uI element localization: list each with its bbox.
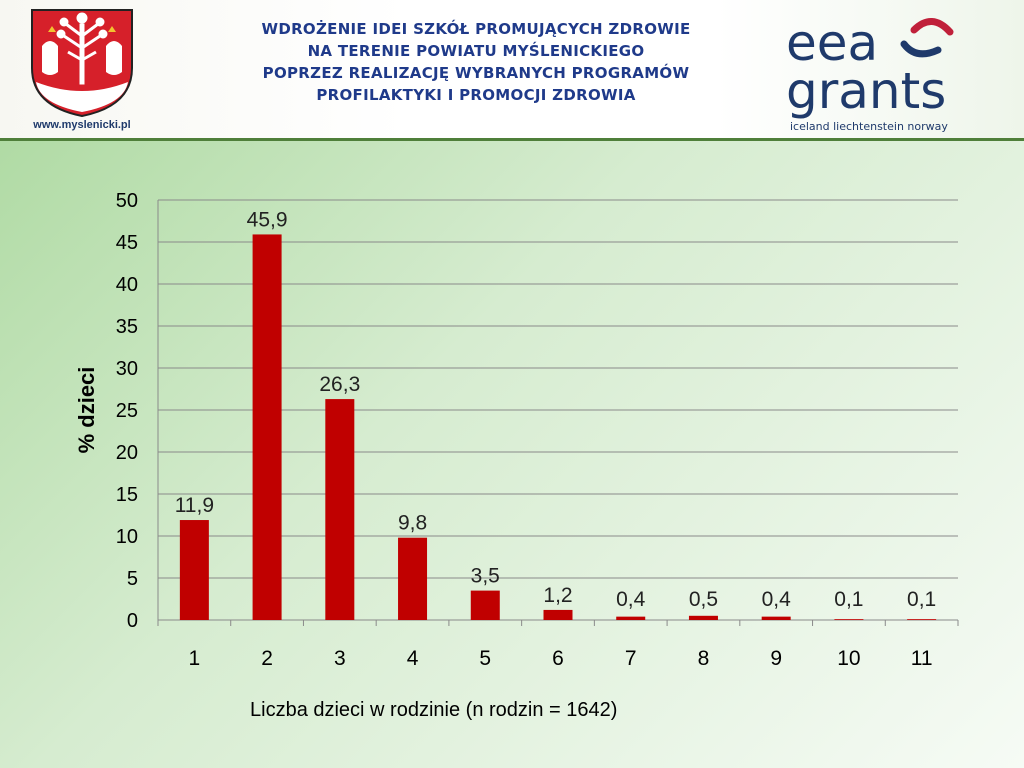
value-label: 45,9 (247, 208, 288, 231)
logo-arc-blue (900, 40, 942, 58)
logo-arc-red (910, 18, 954, 36)
header: www.myslenicki.pl WDROŻENIE IDEI SZKÓŁ P… (0, 0, 1024, 141)
y-tick-label: 30 (116, 358, 138, 380)
y-tick-label: 40 (116, 274, 138, 296)
gridlines (157, 199, 959, 626)
y-tick-label: 45 (116, 232, 138, 254)
y-tick-label: 15 (116, 484, 138, 506)
x-tick-label: 5 (479, 647, 491, 670)
bar-6 (543, 609, 573, 620)
value-label: 0,1 (907, 588, 936, 611)
x-tick-label: 10 (837, 647, 860, 670)
y-tick-label: 50 (116, 190, 138, 212)
bar-10 (834, 619, 864, 620)
bar-1 (179, 520, 209, 620)
y-axis-label: % dzieci (74, 367, 99, 454)
bar-3 (325, 399, 355, 620)
bar-4 (398, 537, 428, 620)
value-label: 26,3 (319, 373, 360, 396)
x-tick-label: 2 (261, 647, 273, 670)
y-tick-label: 0 (127, 610, 138, 632)
value-label: 0,5 (689, 588, 718, 611)
y-tick-label: 25 (116, 400, 138, 422)
value-labels: 11,9 45,9 26,3 9,8 3,5 1,2 0,4 0,5 0,4 0,1 0,1 (175, 208, 937, 611)
y-tick-label: 5 (127, 568, 138, 590)
value-label: 1,2 (543, 584, 572, 607)
x-tick-label: 7 (625, 647, 637, 670)
bar-7 (616, 616, 646, 620)
title-line: POPRZEZ REALIZACJĘ WYBRANYCH PROGRAMÓW (262, 64, 690, 82)
y-tick-label: 35 (116, 316, 138, 338)
x-tick-label: 11 (911, 647, 933, 670)
x-tick-label: 1 (189, 647, 201, 670)
title-line: PROFILAKTYKI I PROMOCJI ZDROWIA (316, 86, 636, 104)
x-tick-label: 8 (698, 647, 710, 670)
value-label: 11,9 (175, 494, 214, 517)
x-axis-label: Liczba dzieci w rodzinie (n rodzin = 164… (250, 699, 618, 721)
y-tick-label: 10 (116, 526, 138, 548)
value-label: 3,5 (471, 565, 500, 588)
value-label: 9,8 (398, 512, 427, 535)
value-label: 0,4 (616, 588, 646, 611)
bar-8 (688, 615, 718, 620)
grants-logo-text: grants (786, 62, 946, 120)
eea-grants-logo: eea grants (786, 14, 954, 120)
eea-logo-text: eea (786, 14, 878, 72)
x-tick-label: 9 (770, 647, 782, 670)
value-label: 0,1 (834, 588, 863, 611)
title-line: WDROŻENIE IDEI SZKÓŁ PROMUJĄCYCH ZDROWIE (261, 20, 691, 38)
bar-5 (470, 590, 500, 620)
bars (179, 234, 937, 620)
bar-11 (907, 619, 937, 620)
site-url[interactable]: www.myslenicki.pl (33, 119, 131, 131)
x-tick-label: 6 (552, 647, 564, 670)
x-tick-label: 3 (334, 647, 346, 670)
eea-countries-text: iceland liechtenstein norway (790, 120, 948, 133)
bar-2 (252, 234, 282, 620)
x-tick-labels: 1 2 3 4 5 6 7 8 9 10 11 (189, 647, 933, 670)
bar-9 (761, 616, 791, 620)
page-title: WDROŻENIE IDEI SZKÓŁ PROMUJĄCYCH ZDROWIE… (170, 18, 782, 106)
y-tick-label: 20 (116, 442, 138, 464)
title-line: NA TERENIE POWIATU MYŚLENICKIEGO (307, 42, 645, 60)
coat-of-arms-icon (31, 9, 133, 118)
y-tick-labels: 0 5 10 15 20 25 30 35 40 45 50 (116, 190, 138, 632)
value-label: 0,4 (762, 588, 792, 611)
x-tick-label: 4 (407, 647, 419, 670)
